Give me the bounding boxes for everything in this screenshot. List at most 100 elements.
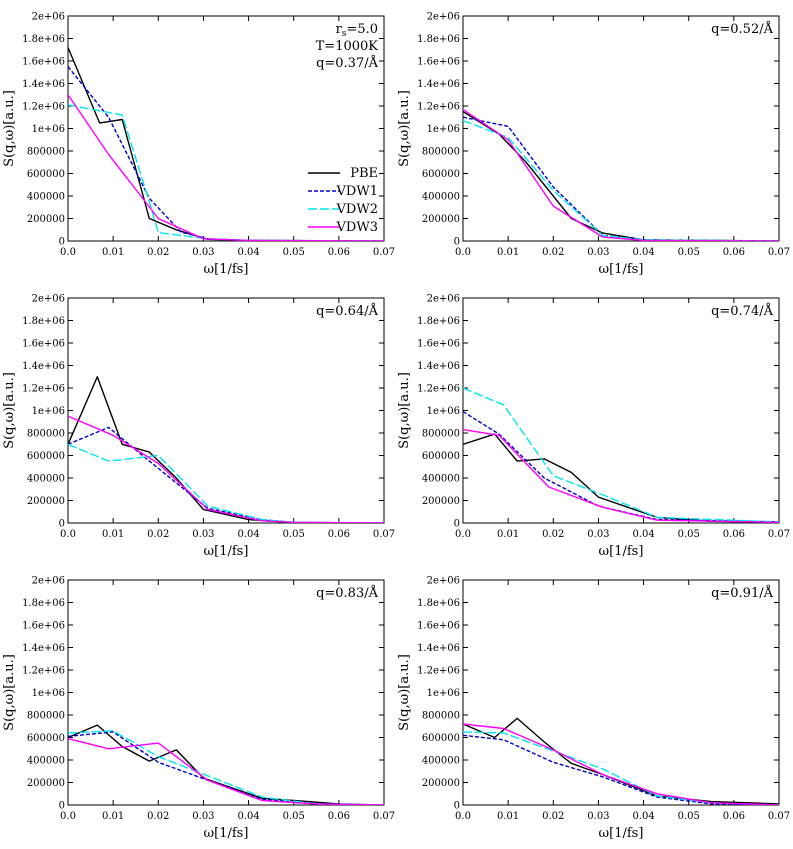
- y-tick-label: 200000: [27, 496, 65, 507]
- x-tick-label: 0.04: [632, 247, 654, 258]
- x-axis-label: ω[1/fs]: [599, 262, 644, 277]
- y-axis-label: S(q,ω)[a.u.]: [2, 654, 17, 731]
- x-tick-label: 0.0: [60, 247, 76, 258]
- y-tick-label: 600000: [27, 451, 65, 462]
- x-tick-label: 0.04: [632, 811, 654, 822]
- x-axis-label: ω[1/fs]: [599, 544, 644, 559]
- legend-label-vdw3: VDW3: [336, 220, 378, 235]
- x-tick-label: 0.07: [373, 247, 395, 258]
- y-tick-label: 800000: [27, 429, 65, 440]
- x-tick-label: 0.0: [455, 811, 471, 822]
- x-tick-label: 0.0: [455, 247, 471, 258]
- y-tick-label: 1.6e+06: [22, 339, 65, 350]
- panel-annotation: rs=5.0: [336, 22, 378, 39]
- y-tick-label: 1.6e+06: [417, 339, 460, 350]
- x-tick-label: 0.02: [542, 529, 564, 540]
- plot-frame: [462, 297, 780, 524]
- y-tick-label: 1.2e+06: [22, 102, 65, 113]
- y-tick-label: 1.6e+06: [22, 57, 65, 68]
- y-tick-label: 400000: [27, 756, 65, 767]
- legend: PBE VDW1 VDW2 VDW3: [308, 166, 378, 235]
- x-tick-label: 0.02: [147, 247, 169, 258]
- x-tick-label: 0.05: [283, 811, 305, 822]
- y-tick-label: 600000: [27, 733, 65, 744]
- y-tick-label: 200000: [27, 778, 65, 789]
- x-axis-label: ω[1/fs]: [599, 826, 644, 841]
- x-tick-label: 0.03: [192, 247, 214, 258]
- x-tick-label: 0.01: [497, 811, 519, 822]
- y-tick-label: 1.8e+06: [22, 316, 65, 327]
- panel-annotation: q=0.37/Å: [316, 55, 379, 71]
- y-tick-label: 1.2e+06: [22, 384, 65, 395]
- x-tick-label: 0.05: [283, 247, 305, 258]
- x-tick-label: 0.07: [768, 529, 790, 540]
- y-tick-label: 600000: [422, 733, 460, 744]
- panel-annotation: T=1000K: [316, 39, 379, 54]
- series-line-vdw2: [68, 443, 384, 523]
- y-axis-label: S(q,ω)[a.u.]: [2, 372, 17, 449]
- x-tick-label: 0.03: [587, 247, 609, 258]
- y-tick-label: 800000: [27, 711, 65, 722]
- series-line-vdw3: [463, 428, 779, 523]
- y-tick-label: 1e+06: [427, 688, 460, 699]
- y-tick-label: 1e+06: [32, 406, 65, 417]
- y-tick-label: 0: [59, 237, 65, 248]
- y-tick-label: 1.6e+06: [22, 621, 65, 632]
- x-tick-label: 0.02: [542, 247, 564, 258]
- x-tick-label: 0.05: [678, 529, 700, 540]
- y-tick-label: 1.2e+06: [417, 666, 460, 677]
- series-line-pbe: [463, 433, 779, 523]
- y-tick-label: 1.4e+06: [417, 79, 460, 90]
- chart-panel-4: 0.0 0.01 0.02 0.03 0.04 0.05 0.06 0.07 0 200000 40…: [397, 294, 790, 560]
- y-tick-label: 600000: [422, 169, 460, 180]
- chart-panel-5: 0.0 0.01 0.02 0.03 0.04 0.05 0.06 0.07 0 200000 40…: [2, 576, 395, 842]
- y-tick-label: 2e+06: [32, 294, 65, 305]
- y-tick-label: 1.8e+06: [417, 598, 460, 609]
- series-line-vdw3: [463, 108, 779, 241]
- series-line-vdw3: [463, 723, 779, 805]
- y-tick-label: 2e+06: [32, 576, 65, 587]
- y-tick-label: 1.4e+06: [417, 361, 460, 372]
- panel-annotation: q=0.74/Å: [711, 303, 774, 319]
- series-line-pbe: [463, 111, 779, 241]
- series-line-vdw3: [68, 737, 384, 805]
- y-tick-label: 1.4e+06: [22, 79, 65, 90]
- y-tick-label: 1.8e+06: [22, 34, 65, 45]
- y-tick-label: 800000: [27, 147, 65, 158]
- y-tick-label: 400000: [422, 474, 460, 485]
- y-tick-label: 1e+06: [32, 124, 65, 135]
- y-tick-label: 200000: [27, 214, 65, 225]
- series-line-vdw2: [68, 730, 384, 805]
- series-line-vdw3: [68, 94, 384, 241]
- x-tick-label: 0.0: [455, 529, 471, 540]
- panel-annotation: q=0.83/Å: [316, 585, 379, 601]
- plot-frame: [67, 297, 385, 524]
- y-tick-label: 1.4e+06: [22, 643, 65, 654]
- series-line-pbe: [68, 724, 384, 805]
- chart-panel-1: 0.0 0.01 0.02 0.03 0.04 0.05 0.06 0.07 0 200000 40…: [2, 12, 395, 278]
- x-tick-label: 0.04: [632, 529, 654, 540]
- x-axis-label: ω[1/fs]: [204, 826, 249, 841]
- x-tick-label: 0.06: [328, 529, 350, 540]
- x-axis-label: ω[1/fs]: [204, 544, 249, 559]
- series-line-vdw3: [68, 415, 384, 523]
- series-line-vdw2: [463, 731, 779, 805]
- panel-annotation: q=0.64/Å: [316, 303, 379, 319]
- chart-panel-6: 0.0 0.01 0.02 0.03 0.04 0.05 0.06 0.07 0 200000 40…: [397, 576, 790, 842]
- y-tick-label: 2e+06: [32, 12, 65, 23]
- x-tick-label: 0.06: [328, 811, 350, 822]
- y-tick-label: 200000: [422, 214, 460, 225]
- y-axis-label: S(q,ω)[a.u.]: [397, 654, 412, 731]
- panel-annotation: q=0.91/Å: [711, 585, 774, 601]
- x-tick-label: 0.03: [192, 811, 214, 822]
- x-tick-label: 0.01: [497, 247, 519, 258]
- x-tick-label: 0.0: [60, 811, 76, 822]
- y-tick-label: 200000: [422, 496, 460, 507]
- y-tick-label: 400000: [27, 474, 65, 485]
- x-tick-label: 0.02: [542, 811, 564, 822]
- x-tick-label: 0.05: [283, 529, 305, 540]
- y-tick-label: 400000: [27, 192, 65, 203]
- y-tick-label: 1e+06: [427, 124, 460, 135]
- y-tick-label: 1.8e+06: [22, 598, 65, 609]
- x-tick-label: 0.06: [328, 247, 350, 258]
